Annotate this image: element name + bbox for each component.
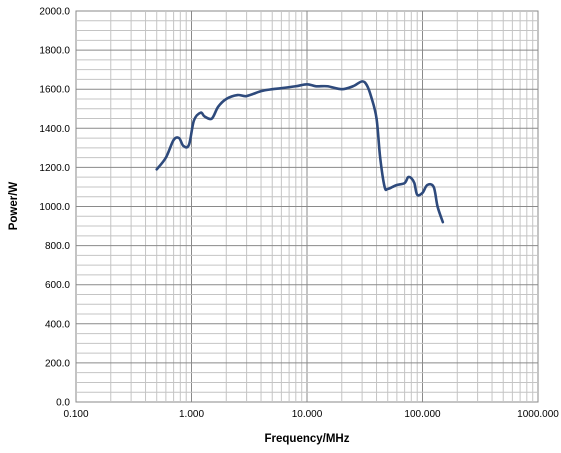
y-tick-label: 800.0 — [45, 241, 70, 252]
y-tick-label: 2000.0 — [39, 7, 70, 18]
y-axis-title: Power/W — [8, 182, 20, 231]
y-tick-label: 600.0 — [45, 280, 70, 291]
y-tick-labels: 0.0 200.0 400.0 600.0 800.0 1000.0 1200.0 1400.… — [39, 7, 70, 409]
x-tick-label: 1000.000 — [517, 409, 559, 420]
x-tick-label: 100.000 — [404, 409, 441, 420]
y-tick-label: 1200.0 — [39, 163, 70, 174]
x-tick-label: 10.000 — [292, 409, 323, 420]
y-tick-label: 0.0 — [56, 398, 70, 409]
series-group — [155, 80, 445, 224]
x-tick-labels: 0.100 1.000 10.000 100.000 1000.000 — [63, 409, 559, 420]
grid-lines — [76, 11, 538, 402]
y-tick-label: 1800.0 — [39, 46, 70, 57]
y-tick-label: 1000.0 — [39, 202, 70, 213]
y-tick-label: 200.0 — [45, 358, 70, 369]
x-axis-title: Frequency/MHz — [265, 433, 350, 445]
series-line — [155, 80, 445, 224]
y-tick-label: 1600.0 — [39, 85, 70, 96]
y-tick-label: 400.0 — [45, 319, 70, 330]
x-tick-label: 1.000 — [179, 409, 204, 420]
y-tick-label: 1400.0 — [39, 124, 70, 135]
x-tick-label: 0.100 — [63, 409, 88, 420]
